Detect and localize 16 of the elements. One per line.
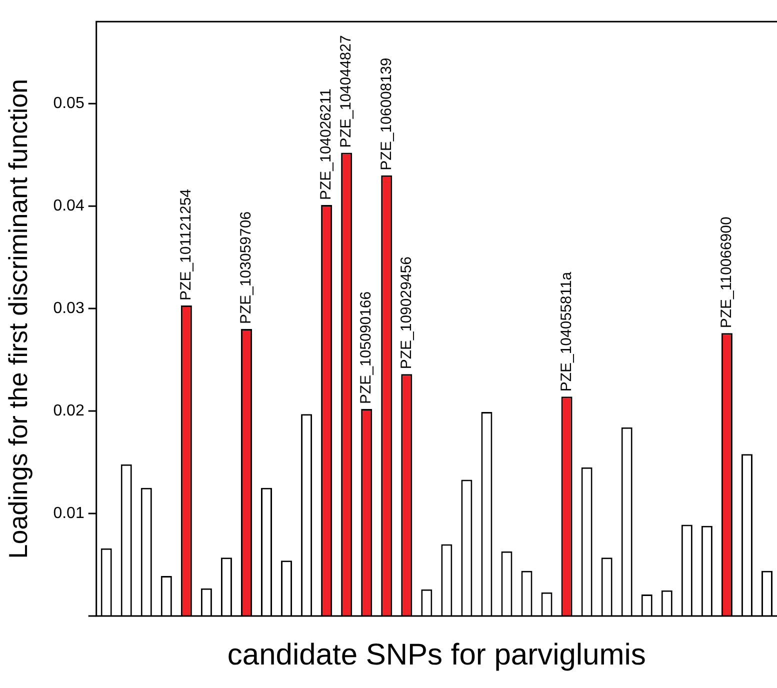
y-tick-label: 0.04 <box>53 197 84 214</box>
annotation: PZE_104055811a <box>558 271 575 392</box>
annotation: PZE_109029456 <box>398 256 415 370</box>
y-tick-label: 0.03 <box>53 300 84 317</box>
y-tick-label: 0.01 <box>53 504 84 522</box>
y-tick-label: 0.05 <box>53 94 84 112</box>
y-axis-title: Loadings for the first discriminant function <box>2 78 33 559</box>
annotation: PZE_105090166 <box>358 291 375 404</box>
annotation: PZE_103059706 <box>238 211 255 324</box>
annotation: PZE_104044827 <box>338 35 355 148</box>
annotation: PZE_104026211 <box>318 88 335 200</box>
y-tick-label: 0.02 <box>53 402 84 420</box>
x-axis-title: candidate SNPs for parviglumis <box>227 638 646 672</box>
annotation: PZE_110066900 <box>718 216 736 328</box>
annotation: PZE_106008139 <box>378 58 395 170</box>
annotation: PZE_101121254 <box>178 188 195 300</box>
